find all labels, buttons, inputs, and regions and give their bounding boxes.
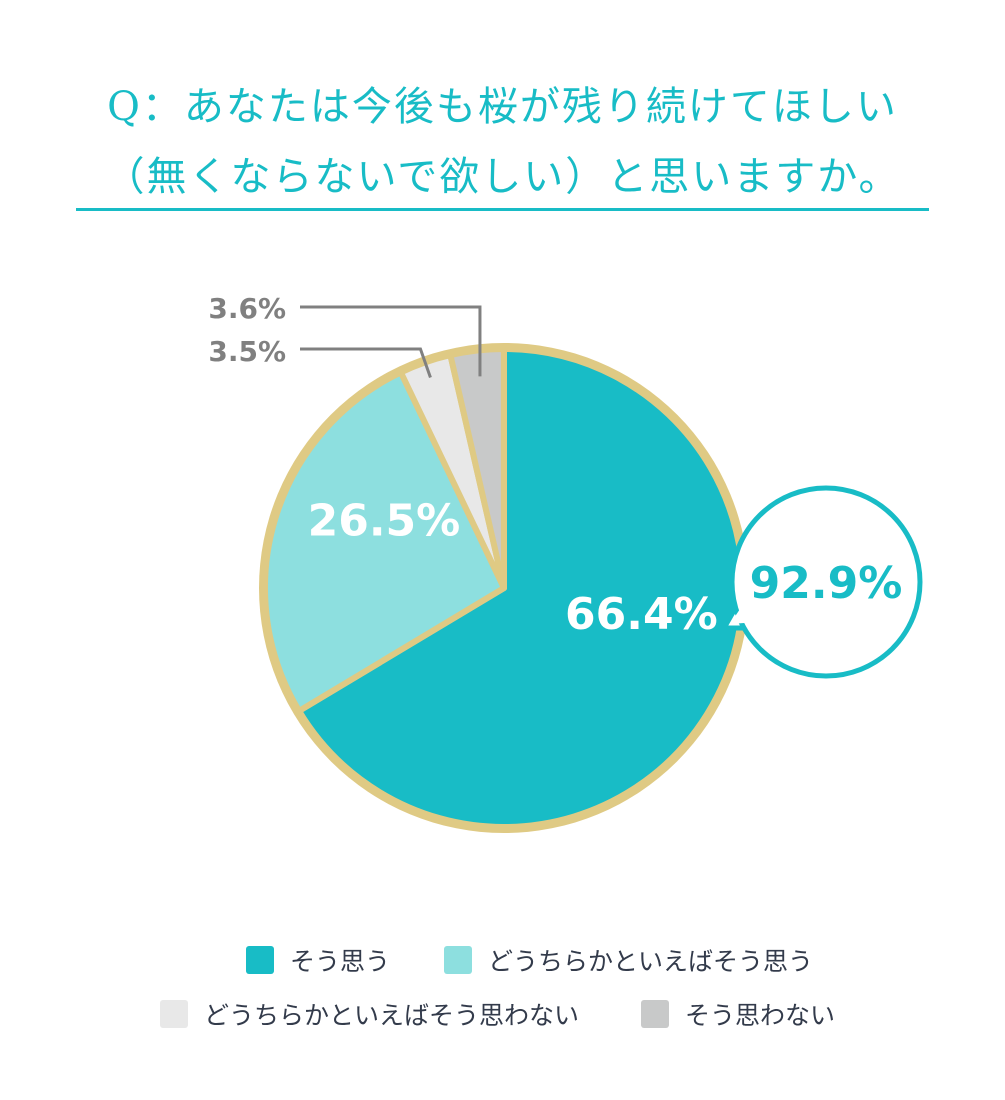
legend-label: そう思う <box>290 947 391 976</box>
callout-value: 92.9% <box>750 558 903 609</box>
leader-line-3 <box>300 347 432 378</box>
title-line-1: Q：あなたは今後も桜が残り続けてほしい <box>107 84 898 130</box>
callout-bubble <box>729 485 923 679</box>
legend-item-dochiraka-so-omowanai: どうちらかといえばそう思わない <box>160 996 579 1032</box>
title-line-2: （無くならないで欲しい）と思いますか。 <box>104 154 901 200</box>
chart-title: Q：あなたは今後も桜が残り続けてほしい （無くならないで欲しい）と思いますか。 <box>0 72 1005 212</box>
legend-item-dochiraka-so-omou: どうちらかといえばそう思う <box>444 942 813 978</box>
legend-item-so-omou: そう思う <box>246 942 390 978</box>
pie-slice-1 <box>296 346 746 830</box>
legend-label: どうちらかといえばそう思う <box>488 947 814 976</box>
title-divider <box>76 208 929 211</box>
slice-label-1: 66.4% <box>565 589 718 640</box>
slice-label-2: 26.5% <box>308 496 461 547</box>
legend-item-so-omowanai: そう思わない <box>641 996 835 1032</box>
callout-tail-fill <box>730 603 758 624</box>
legend-swatch <box>246 946 274 974</box>
legend-swatch <box>160 1000 188 1028</box>
pie-slice-2 <box>262 369 507 714</box>
leader-line-4 <box>300 305 482 377</box>
slice-label-4: 3.6% <box>208 292 286 325</box>
legend-label: どうちらかといえばそう思わない <box>204 1001 580 1030</box>
slice-label-3: 3.5% <box>208 335 286 368</box>
legend-label: そう思わない <box>685 1001 836 1030</box>
legend-swatch <box>444 946 472 974</box>
legend-swatch <box>641 1000 669 1028</box>
pie-chart: 66.4% 26.5% 3.6% 3.5% 92.9% <box>208 292 923 833</box>
pie-slice-4 <box>447 346 507 591</box>
